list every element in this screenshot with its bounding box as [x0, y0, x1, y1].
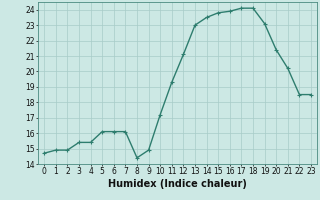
X-axis label: Humidex (Indice chaleur): Humidex (Indice chaleur) — [108, 179, 247, 189]
